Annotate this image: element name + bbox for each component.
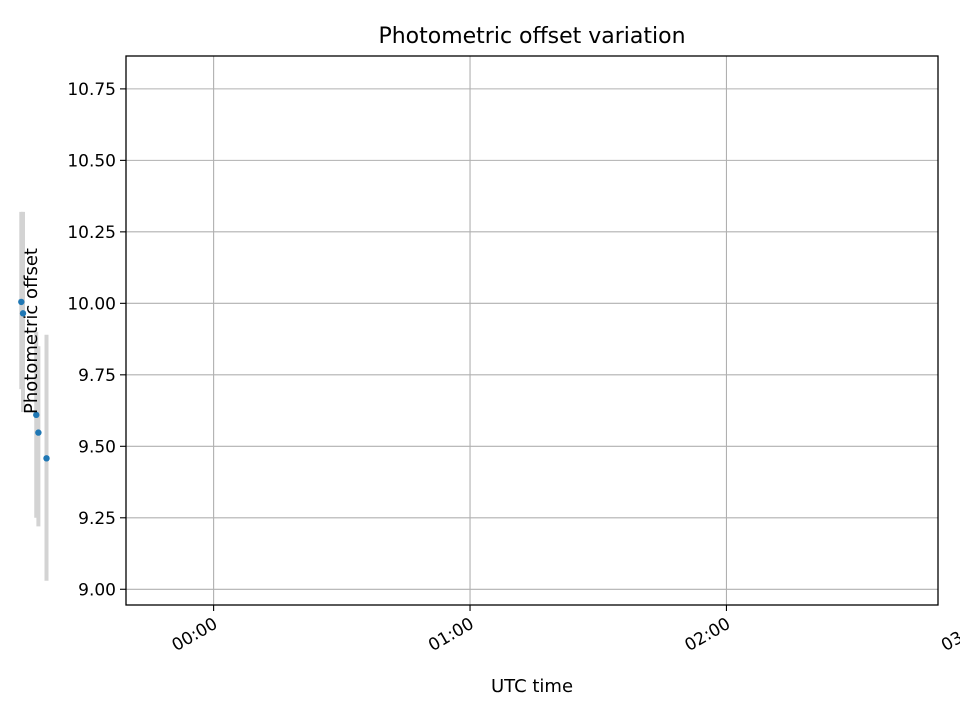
- plot-frame: [125, 55, 939, 606]
- y-tick-label: 9.50: [78, 437, 116, 457]
- x-tick-label: 01:00: [425, 614, 477, 656]
- y-tick-label: 10.50: [67, 151, 116, 171]
- data-point: [19, 310, 27, 317]
- chart-title: Photometric offset variation: [378, 24, 685, 49]
- data-point: [33, 411, 40, 419]
- x-tick-label: 00:00: [169, 614, 221, 656]
- x-axis-label: UTC time: [491, 676, 573, 697]
- y-tick-label: 9.75: [78, 366, 116, 386]
- data-point: [18, 298, 25, 306]
- y-tick-label: 10.75: [67, 80, 116, 100]
- x-tick-label: 03:00: [938, 614, 960, 656]
- y-tick-label: 10.00: [67, 294, 116, 314]
- y-tick-label: 10.25: [67, 223, 116, 243]
- y-axis-ticks: 9.00 9.25 9.50 9.75 10.00 10.25 10.50 10.75: [67, 80, 126, 600]
- x-tick-label: 02:00: [682, 614, 734, 656]
- data-points: [18, 298, 50, 462]
- y-axis-label: Photometric offset: [21, 248, 42, 414]
- data-point: [43, 455, 50, 462]
- y-tick-label: 9.25: [78, 509, 116, 529]
- grid: [126, 56, 938, 605]
- data-point: [35, 429, 42, 436]
- y-tick-label: 9.00: [78, 580, 116, 600]
